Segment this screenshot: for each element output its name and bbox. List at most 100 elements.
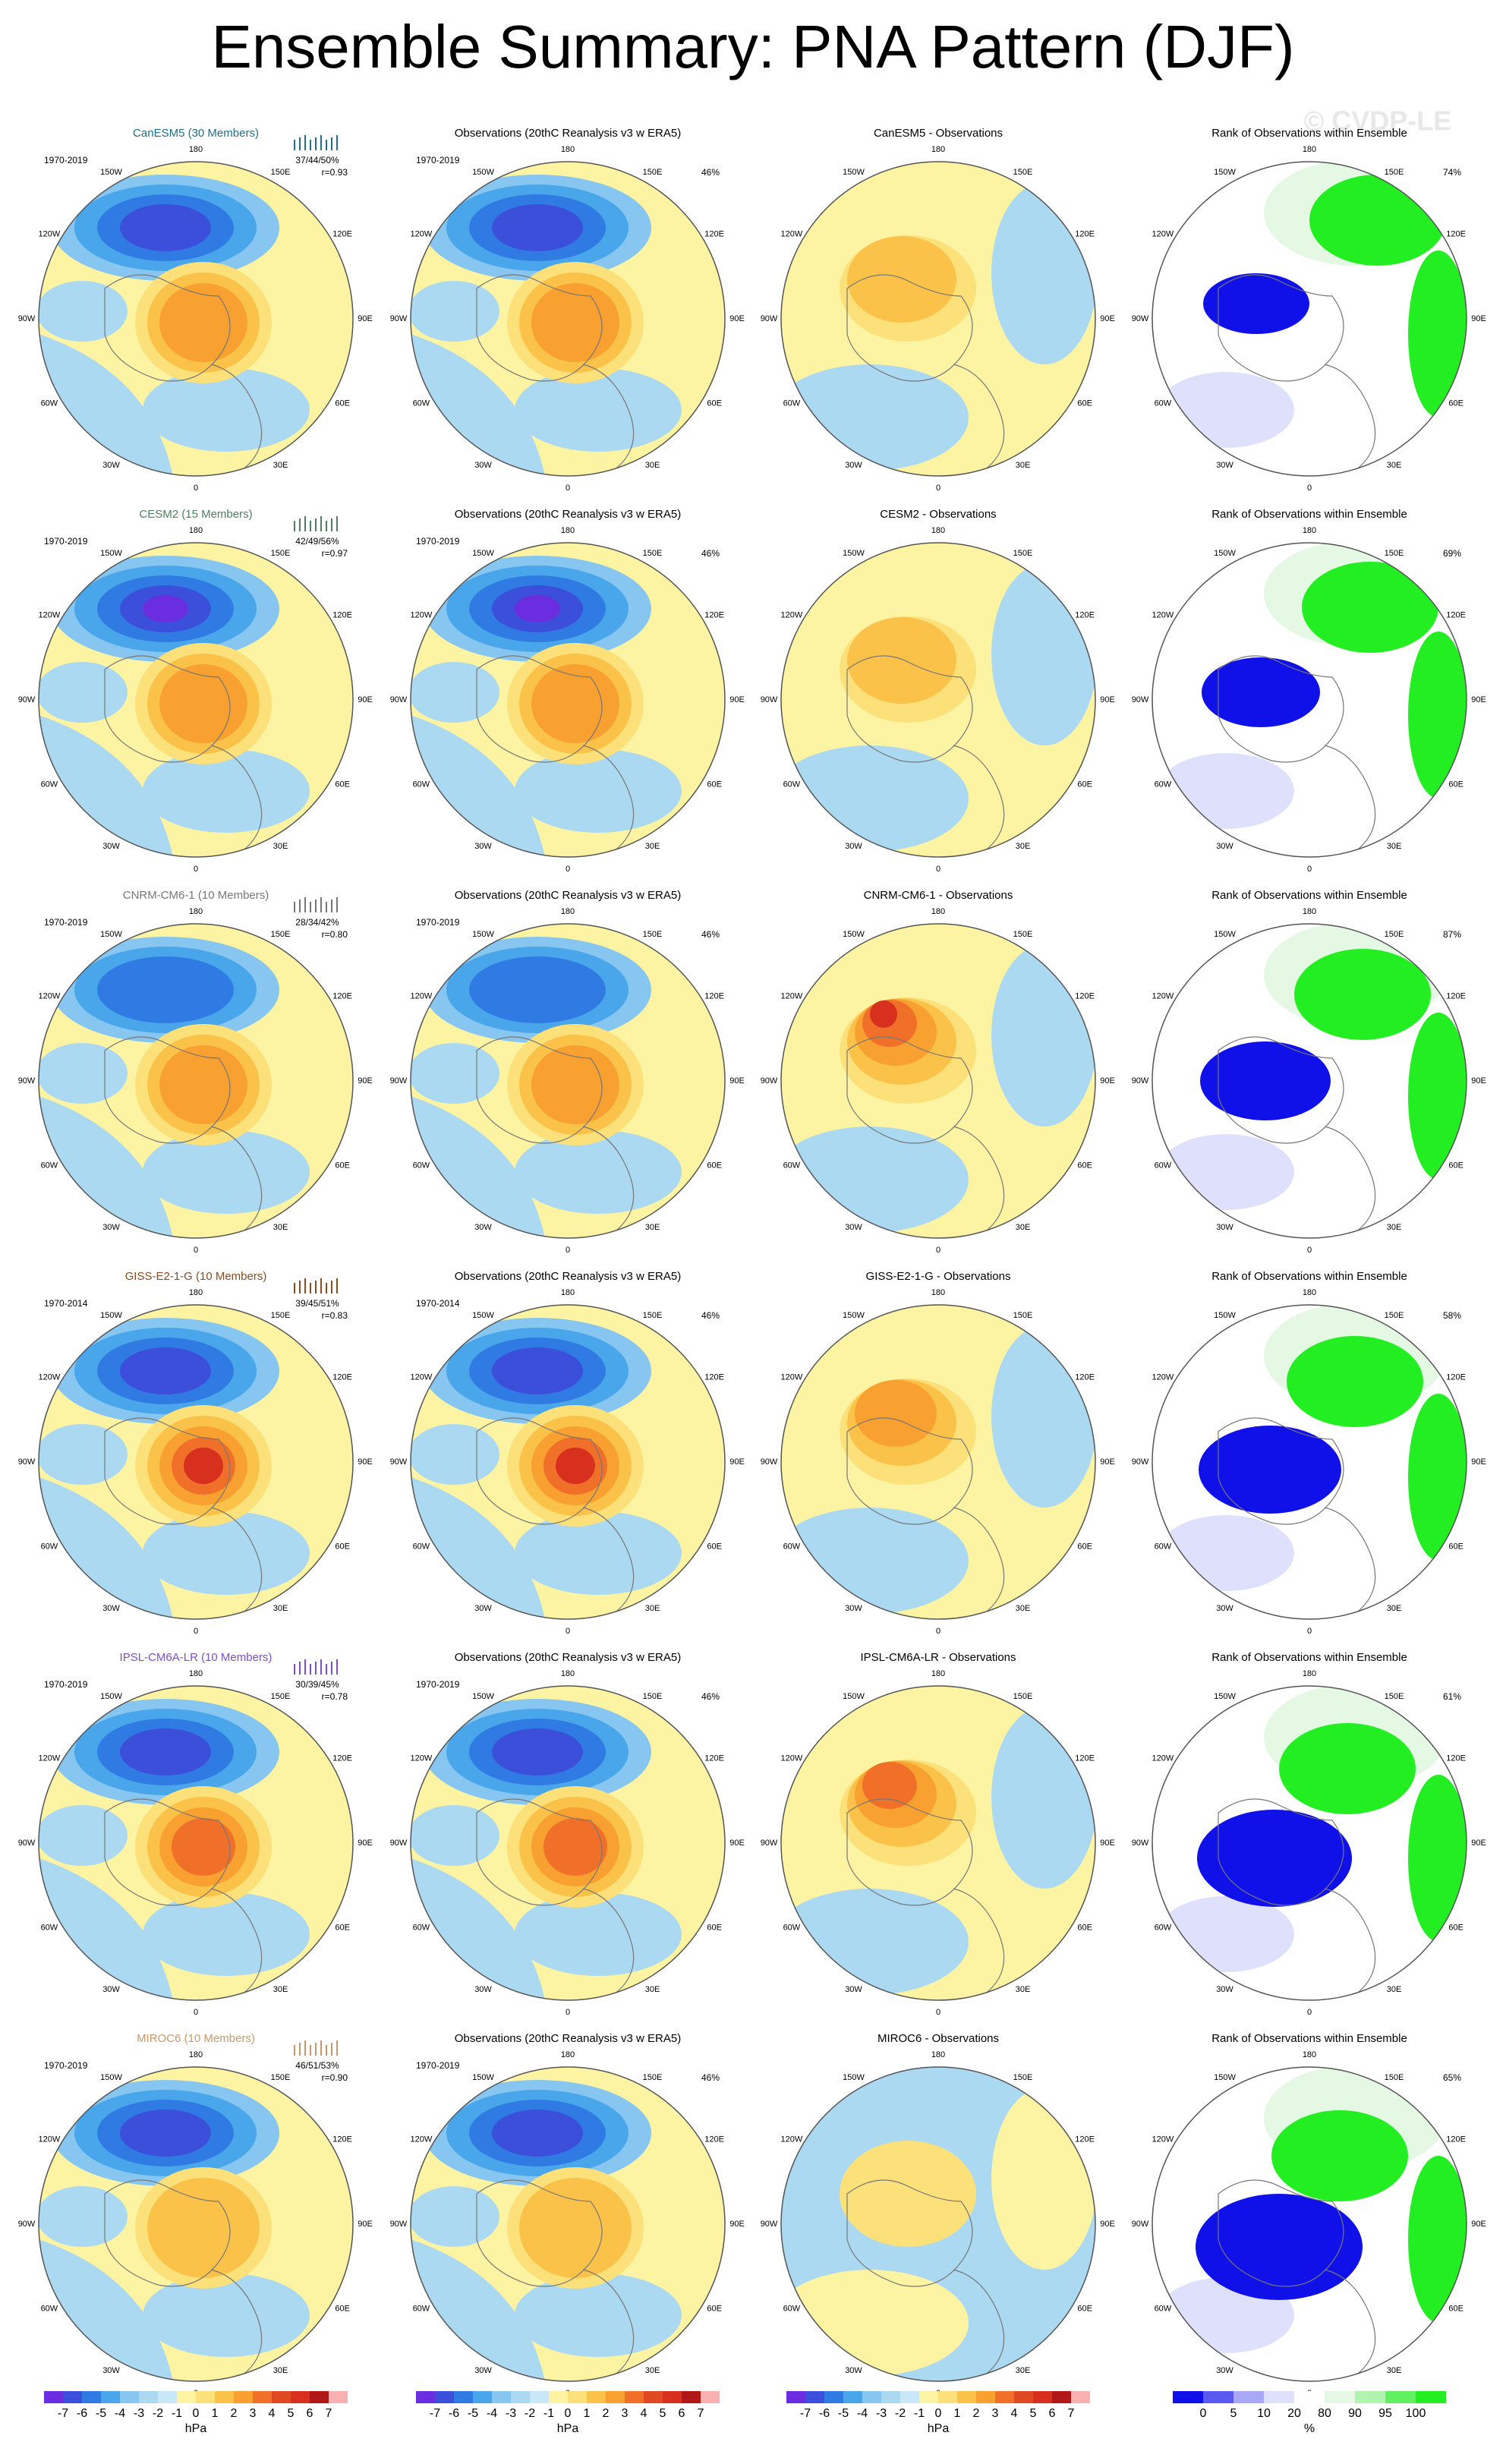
map-body xyxy=(411,162,725,476)
longitude-label: 180 xyxy=(1303,145,1316,154)
longitude-label: 90E xyxy=(1100,1457,1115,1467)
longitude-label: 150E xyxy=(643,2073,663,2082)
longitude-label: 60W xyxy=(41,1542,58,1551)
map-panel: 180 150E 120E 90E 60E 30E 0 30W 60W 90W 120W 150W Ra… xyxy=(1132,1651,1486,2017)
longitude-label: 150W xyxy=(472,549,494,558)
map-fill xyxy=(411,662,499,723)
longitude-label: 60W xyxy=(783,2304,801,2313)
map-panel: 180 150E 120E 90E 60E 30E 0 30W 60W 90W 120W 150W Ob… xyxy=(390,889,745,1255)
longitude-label: 180 xyxy=(1303,2050,1316,2059)
longitude-label: 120W xyxy=(411,610,433,619)
longitude-label: 90W xyxy=(1132,314,1149,323)
map-panel: 180 150E 120E 90E 60E 30E 0 30W 60W 90W 120W 150W GI… xyxy=(761,1270,1115,1636)
map-panel: 180 150E 120E 90E 60E 30E 0 30W 60W 90W 120W 150W GI… xyxy=(18,1270,373,1636)
colorbar-box xyxy=(1071,2391,1090,2403)
longitude-label: 30W xyxy=(474,1223,492,1232)
longitude-label: 30E xyxy=(1016,1604,1031,1613)
panel-title: Rank of Observations within Ensemble xyxy=(1211,127,1407,140)
map-border xyxy=(410,542,726,858)
colorbar-unit: hPa xyxy=(557,2422,579,2435)
colorbar-box xyxy=(158,2391,177,2403)
map-fill xyxy=(781,745,969,852)
map-fill xyxy=(847,236,956,323)
longitude-label: 150W xyxy=(100,1311,122,1320)
panel-title: GISS-E2-1-G - Observations xyxy=(866,1270,1011,1283)
colorbar: -7 -6 -5 -4 -3 -2 -1 0 1 2 3 4 5 6 7 hPa xyxy=(44,2391,348,2435)
longitude-label: 0 xyxy=(936,2008,940,2017)
longitude-label: 30E xyxy=(1016,842,1031,851)
longitude-label: 120W xyxy=(781,229,803,238)
map-fill xyxy=(1408,632,1467,799)
map-fill xyxy=(143,749,310,833)
longitude-label: 60W xyxy=(1155,1542,1172,1551)
panel-title: CNRM-CM6-1 - Observations xyxy=(864,889,1013,902)
map-fill xyxy=(120,2110,211,2157)
longitude-label: 90E xyxy=(729,695,745,704)
longitude-label: 180 xyxy=(189,526,203,535)
colorbar-label: -6 xyxy=(449,2407,459,2420)
coastline xyxy=(104,1417,263,1615)
longitude-label: 60E xyxy=(335,399,350,408)
coastline xyxy=(846,2179,1005,2377)
map-fill xyxy=(1203,273,1309,334)
longitude-label: 30E xyxy=(1387,842,1402,851)
longitude-label: 0 xyxy=(1307,865,1312,874)
colorbar-label: 4 xyxy=(641,2407,647,2420)
coastline xyxy=(846,1417,1005,1615)
longitude-label: 120E xyxy=(1446,229,1466,238)
longitude-label: 60W xyxy=(783,780,801,789)
map-fill xyxy=(847,617,956,704)
longitude-label: 150W xyxy=(1214,930,1236,939)
period-label: 1970-2019 xyxy=(416,917,460,928)
map-fill xyxy=(39,2186,128,2247)
longitude-label: 120E xyxy=(1446,1372,1466,1382)
longitude-label: 30W xyxy=(845,461,862,470)
longitude-label: 30W xyxy=(474,842,492,851)
longitude-label: 90E xyxy=(1100,2220,1115,2229)
longitude-label: 180 xyxy=(931,1669,945,1678)
period-label: 1970-2019 xyxy=(44,1679,88,1690)
map-panel: 180150E120E90E60E30E030W60W90W120W150WMI… xyxy=(761,2032,1115,2398)
map-panel: 180 150E 120E 90E 60E 30E 0 30W 60W 90W 120W 150W IP… xyxy=(18,1651,373,2017)
longitude-label: 120E xyxy=(1446,991,1466,1000)
colorbar-label: 2 xyxy=(973,2407,980,2420)
coastline xyxy=(1218,1798,1376,1996)
panel-title: Rank of Observations within Ensemble xyxy=(1211,1651,1407,1664)
colorbar-box xyxy=(511,2391,530,2403)
longitude-label: 120W xyxy=(1152,1372,1174,1382)
correlation-label: r=0.97 xyxy=(322,548,348,559)
colorbar-box xyxy=(329,2391,348,2403)
colorbar-box xyxy=(1325,2391,1355,2403)
longitude-label: 90E xyxy=(729,1457,745,1467)
longitude-label: 0 xyxy=(936,1627,940,1636)
longitude-label: 60W xyxy=(1155,1161,1172,1170)
longitude-label: 60E xyxy=(335,1542,350,1551)
map-border xyxy=(1152,923,1467,1239)
longitude-label: 150W xyxy=(100,549,122,558)
colorbar-label: -3 xyxy=(506,2407,516,2420)
longitude-label: 60W xyxy=(783,1161,801,1170)
map-fill xyxy=(120,204,211,251)
longitude-label: 180 xyxy=(189,145,203,154)
longitude-label: 90W xyxy=(1132,1076,1149,1085)
coastline xyxy=(476,655,635,852)
longitude-label: 60W xyxy=(1155,1923,1172,1932)
map-border xyxy=(410,2066,726,2382)
colorbar-box xyxy=(805,2391,824,2403)
longitude-label: 120W xyxy=(781,2135,803,2144)
colorbar-label: -4 xyxy=(857,2407,868,2420)
longitude-label: 90E xyxy=(1100,695,1115,704)
longitude-label: 30W xyxy=(102,461,120,470)
longitude-label: 30W xyxy=(845,842,862,851)
coastline xyxy=(846,655,1005,852)
map-fill xyxy=(147,2178,260,2278)
map-fill xyxy=(862,1762,917,1809)
colorbar-label: 1 xyxy=(954,2407,961,2420)
panel-title: Rank of Observations within Ensemble xyxy=(1211,508,1407,521)
map-fill xyxy=(469,956,606,1023)
map-fill xyxy=(1287,1336,1423,1427)
longitude-label: 90W xyxy=(761,695,778,704)
panel-title: Rank of Observations within Ensemble xyxy=(1211,2032,1407,2045)
colorbar-box xyxy=(824,2391,843,2403)
colorbar-label: 2 xyxy=(231,2407,238,2420)
